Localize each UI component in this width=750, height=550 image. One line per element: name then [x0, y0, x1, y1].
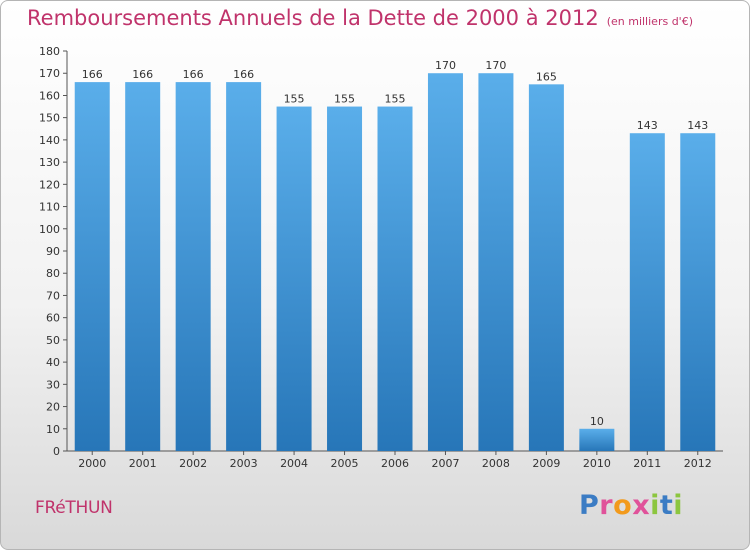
- x-tick-label: 2008: [482, 457, 510, 470]
- y-tick-label: 10: [46, 423, 60, 436]
- logo-letter: o: [613, 490, 633, 521]
- logo-letter: P: [579, 490, 600, 521]
- bar: [427, 73, 463, 451]
- y-tick-label: 130: [39, 156, 60, 169]
- bar: [478, 73, 514, 451]
- y-tick-label: 60: [46, 312, 60, 325]
- y-tick-label: 40: [46, 356, 60, 369]
- y-tick-label: 140: [39, 134, 60, 147]
- x-axis: 2000 2001 2002 2003 2004 2005 2006 2007 2008 2009…: [67, 450, 723, 470]
- x-tick-label: 2003: [230, 457, 258, 470]
- bar: [680, 133, 716, 451]
- title-main: Remboursements Annuels de la Dette de 20…: [27, 6, 599, 30]
- x-tick-label: 2006: [381, 457, 409, 470]
- bar-value-label: 155: [284, 93, 305, 106]
- y-axis: 0 10 20 30 40 50 60 70 80 90 100 110 120 130 140 150 160…: [39, 45, 68, 458]
- bar: [74, 82, 110, 451]
- y-tick-label: 0: [53, 445, 60, 458]
- bar-value-label: 155: [385, 93, 406, 106]
- bar-value-label: 170: [485, 59, 506, 72]
- bar-value-label: 165: [536, 70, 557, 83]
- x-tick-label: 2002: [179, 457, 207, 470]
- bar: [528, 84, 564, 451]
- bar-value-label: 10: [590, 415, 604, 428]
- logo-letter: r: [599, 490, 614, 521]
- bar-value-label: 166: [233, 68, 254, 81]
- bar: [579, 428, 615, 451]
- logo-letter: i: [673, 490, 684, 521]
- x-tick-label: 2004: [280, 457, 308, 470]
- logo-letter: t: [659, 490, 674, 521]
- x-tick-label: 2012: [684, 457, 712, 470]
- y-tick-label: 100: [39, 223, 60, 236]
- bars: 166 166 166 166 155 155 155 170 170 165 10 143 143: [74, 59, 716, 452]
- y-tick-label: 30: [46, 378, 60, 391]
- bar: [226, 82, 262, 451]
- bar: [125, 82, 161, 451]
- bar: [327, 106, 363, 452]
- logo-letter: x: [632, 490, 651, 521]
- bar-value-label: 155: [334, 93, 355, 106]
- chart-title: Remboursements Annuels de la Dette de 20…: [27, 6, 693, 30]
- y-tick-label: 160: [39, 89, 60, 102]
- x-tick-label: 2001: [129, 457, 157, 470]
- y-tick-label: 50: [46, 334, 60, 347]
- bar: [629, 133, 665, 451]
- x-tick-label: 2011: [633, 457, 661, 470]
- bar-value-label: 166: [183, 68, 204, 81]
- y-tick-label: 20: [46, 401, 60, 414]
- bar-value-label: 170: [435, 59, 456, 72]
- y-tick-label: 170: [39, 67, 60, 80]
- x-tick-label: 2010: [583, 457, 611, 470]
- bar-value-label: 143: [637, 119, 658, 132]
- y-tick-label: 120: [39, 178, 60, 191]
- city-name: FRéTHUN: [35, 498, 113, 518]
- x-tick-label: 2000: [78, 457, 106, 470]
- y-tick-label: 110: [39, 201, 60, 214]
- bar-value-label: 166: [132, 68, 153, 81]
- x-tick-label: 2005: [331, 457, 359, 470]
- x-tick-label: 2009: [532, 457, 560, 470]
- x-tick-label: 2007: [431, 457, 459, 470]
- y-tick-label: 80: [46, 267, 60, 280]
- bar: [377, 106, 413, 452]
- y-tick-label: 150: [39, 112, 60, 125]
- logo-letter: i: [650, 490, 660, 521]
- bar-value-label: 166: [82, 68, 103, 81]
- y-tick-label: 180: [39, 45, 60, 58]
- bar: [175, 82, 211, 451]
- y-tick-label: 90: [46, 245, 60, 258]
- title-unit: (en milliers d'€): [606, 15, 693, 28]
- y-tick-label: 70: [46, 289, 60, 302]
- bar-value-label: 143: [687, 119, 708, 132]
- proxiti-logo: Proxiti: [579, 490, 683, 521]
- bar: [276, 106, 312, 452]
